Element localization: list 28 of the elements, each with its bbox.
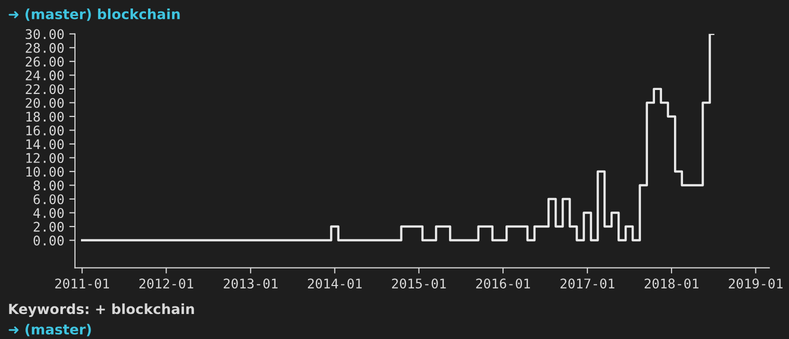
y-tick-label: 8.00 bbox=[34, 180, 64, 190]
y-tick-label: 18.00 bbox=[26, 112, 64, 122]
text: ➜ (master) blockchain bbox=[8, 8, 180, 21]
y-tick-label: 2.00 bbox=[34, 222, 64, 232]
text: ➜ (master) bbox=[8, 324, 91, 336]
y-tick-label: 28.00 bbox=[26, 42, 64, 53]
y-tick-label: 12.00 bbox=[26, 152, 64, 163]
x-tick-label: 2013-01 bbox=[224, 278, 278, 289]
y-tick-label: 14.00 bbox=[26, 139, 64, 150]
x-tick-label: 2016-01 bbox=[476, 278, 530, 289]
y-tick-label: 10.00 bbox=[26, 166, 64, 177]
y-tick-label: 4.00 bbox=[33, 208, 64, 218]
x-tick-label: 2014-01 bbox=[308, 278, 362, 289]
y-tick-label: 20.00 bbox=[26, 98, 64, 108]
x-tick-label: 2019-01 bbox=[728, 278, 783, 289]
x-tick-label: 2011-01 bbox=[55, 278, 110, 289]
y-tick-label: 0.00 bbox=[34, 236, 64, 246]
y-tick-label: 26.00 bbox=[26, 56, 64, 67]
y-tick-label: 22.00 bbox=[26, 84, 64, 94]
x-tick-label: 2015-01 bbox=[392, 278, 446, 289]
y-tick-label: 24.00 bbox=[26, 70, 64, 80]
x-tick-label: 2018-01 bbox=[644, 278, 698, 289]
x-tick-label: 2012-01 bbox=[139, 278, 194, 289]
y-tick-label: 16.00 bbox=[26, 125, 64, 136]
y-tick-label: 6.00 bbox=[34, 194, 64, 204]
text: Keywords: + blockchain bbox=[9, 303, 194, 317]
x-tick-label: 2017-01 bbox=[560, 278, 614, 289]
y-tick-label: 30.00 bbox=[26, 29, 64, 40]
